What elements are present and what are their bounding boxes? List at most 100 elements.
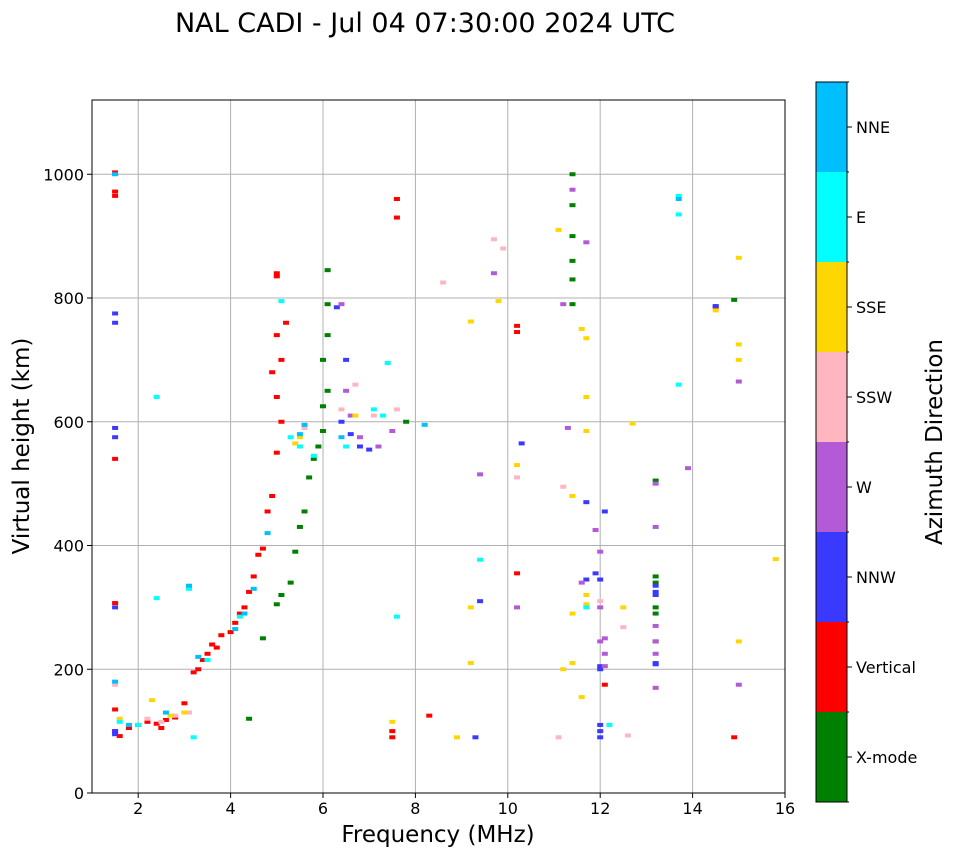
data-point bbox=[652, 593, 659, 597]
data-point bbox=[583, 593, 590, 597]
x-tick-label: 14 bbox=[682, 799, 702, 818]
data-point bbox=[601, 651, 608, 656]
data-point bbox=[597, 735, 604, 740]
data-point bbox=[583, 336, 590, 341]
data-point bbox=[569, 611, 576, 616]
x-tick-label: 12 bbox=[590, 799, 610, 818]
data-point bbox=[301, 422, 308, 427]
data-point bbox=[389, 719, 396, 724]
data-point bbox=[338, 302, 345, 307]
data-point bbox=[620, 605, 627, 610]
data-point bbox=[186, 586, 193, 591]
data-point bbox=[772, 557, 779, 562]
data-point bbox=[112, 193, 119, 198]
data-point bbox=[246, 716, 253, 721]
data-point bbox=[347, 413, 354, 418]
y-tick-label: 0 bbox=[74, 784, 84, 803]
data-point bbox=[597, 577, 604, 582]
colorbar-label: NNE bbox=[856, 118, 890, 137]
data-point bbox=[675, 382, 682, 387]
data-point bbox=[273, 274, 280, 279]
data-point bbox=[292, 549, 299, 554]
data-point bbox=[125, 722, 132, 727]
data-point bbox=[735, 357, 742, 362]
data-point bbox=[629, 421, 636, 426]
data-point bbox=[324, 302, 331, 307]
data-point bbox=[153, 395, 160, 399]
series-w bbox=[338, 187, 742, 690]
data-point bbox=[597, 639, 604, 644]
data-point bbox=[477, 472, 484, 477]
data-point bbox=[735, 379, 742, 384]
data-point bbox=[112, 605, 119, 610]
data-point bbox=[477, 557, 484, 562]
data-point bbox=[426, 713, 433, 718]
data-point bbox=[389, 729, 396, 734]
data-point bbox=[514, 330, 521, 335]
data-point bbox=[186, 583, 193, 588]
data-point bbox=[296, 435, 303, 440]
data-point bbox=[652, 623, 659, 628]
colorbar-label: W bbox=[856, 478, 872, 497]
colorbar-title: Azimuth Direction bbox=[922, 339, 948, 545]
data-point bbox=[186, 710, 193, 715]
data-point bbox=[204, 657, 211, 662]
data-point bbox=[153, 596, 160, 601]
series-x-mode bbox=[246, 172, 738, 721]
data-point bbox=[116, 719, 123, 724]
data-point bbox=[190, 670, 197, 675]
data-point bbox=[236, 614, 243, 619]
data-point bbox=[292, 441, 299, 446]
data-point bbox=[569, 277, 576, 282]
data-point bbox=[601, 636, 608, 641]
data-point bbox=[652, 524, 659, 529]
data-point bbox=[578, 695, 585, 700]
data-point bbox=[597, 667, 604, 672]
data-point bbox=[393, 407, 400, 412]
data-point bbox=[227, 630, 234, 635]
y-tick-label: 400 bbox=[53, 537, 84, 556]
data-point bbox=[236, 611, 243, 616]
data-points bbox=[112, 170, 779, 740]
colorbar-segment bbox=[816, 622, 847, 712]
data-point bbox=[338, 407, 345, 412]
data-point bbox=[112, 679, 119, 684]
data-point bbox=[514, 323, 521, 328]
data-point bbox=[735, 342, 742, 347]
data-point bbox=[597, 729, 604, 734]
data-point bbox=[250, 586, 257, 591]
x-tick-label: 6 bbox=[318, 799, 328, 818]
data-point bbox=[269, 370, 276, 375]
data-point bbox=[112, 435, 119, 440]
data-point bbox=[338, 419, 345, 424]
y-tick-label: 200 bbox=[53, 660, 84, 679]
data-point bbox=[301, 425, 308, 430]
data-point bbox=[620, 625, 627, 630]
data-point bbox=[246, 589, 253, 594]
data-point bbox=[514, 571, 521, 576]
y-axis-label: Virtual height (km) bbox=[9, 338, 35, 555]
data-point bbox=[167, 713, 174, 718]
data-point bbox=[112, 707, 119, 712]
data-point bbox=[601, 664, 608, 669]
data-point bbox=[735, 255, 742, 260]
data-point bbox=[333, 305, 340, 310]
data-point bbox=[453, 735, 460, 740]
data-point bbox=[153, 721, 160, 726]
data-point bbox=[467, 661, 474, 666]
data-point bbox=[652, 583, 659, 588]
data-point bbox=[306, 475, 313, 480]
data-point bbox=[569, 258, 576, 263]
x-tick-label: 16 bbox=[775, 799, 795, 818]
data-point bbox=[352, 413, 359, 418]
x-axis-ticks: 2 4 6 8 10 12 14 16 bbox=[133, 793, 795, 818]
data-point bbox=[560, 484, 567, 489]
data-point bbox=[514, 605, 521, 610]
data-point bbox=[652, 580, 659, 585]
data-point bbox=[467, 319, 474, 324]
data-point bbox=[578, 326, 585, 331]
data-point bbox=[384, 360, 391, 365]
data-point bbox=[158, 726, 165, 731]
chart-title: NAL CADI - Jul 04 07:30:00 2024 UTC bbox=[175, 8, 675, 39]
data-point bbox=[675, 193, 682, 198]
